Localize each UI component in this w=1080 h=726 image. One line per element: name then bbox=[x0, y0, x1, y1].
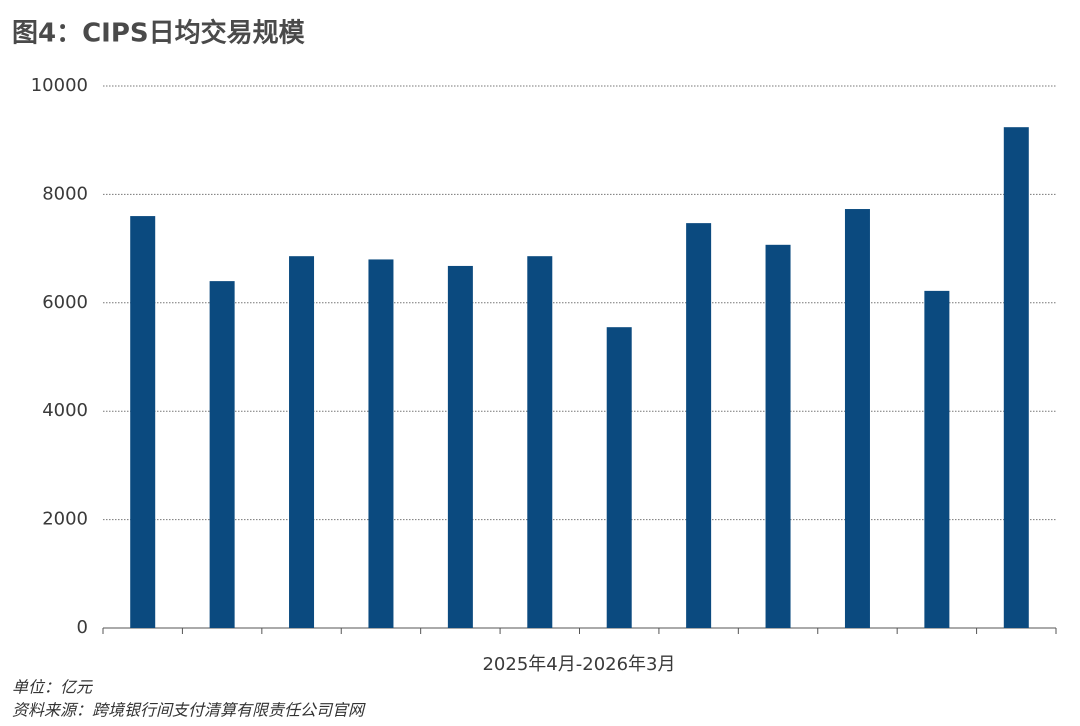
y-tick-label: 4000 bbox=[42, 400, 88, 421]
y-tick-label: 10000 bbox=[31, 75, 88, 96]
bar bbox=[130, 216, 156, 628]
bar bbox=[844, 209, 870, 628]
unit-note: 单位：亿元 bbox=[12, 678, 94, 697]
bar bbox=[606, 327, 632, 628]
bar bbox=[289, 256, 315, 628]
y-tick-label: 6000 bbox=[42, 292, 88, 313]
bar bbox=[924, 290, 950, 628]
bar bbox=[447, 265, 473, 628]
bar bbox=[765, 244, 791, 628]
x-axis-label: 2025年4月-2026年3月 bbox=[482, 654, 675, 675]
source-note: 资料来源：跨境银行间支付清算有限责任公司官网 bbox=[12, 701, 366, 720]
y-tick-label: 2000 bbox=[42, 509, 88, 530]
y-tick-label: 0 bbox=[77, 617, 88, 638]
bar bbox=[1003, 127, 1029, 628]
bar bbox=[686, 223, 712, 628]
bar bbox=[209, 281, 235, 628]
bar bbox=[368, 259, 394, 628]
y-tick-label: 8000 bbox=[42, 183, 88, 204]
chart-title: 图4：CIPS日均交易规模 bbox=[12, 18, 306, 49]
bar bbox=[527, 256, 553, 628]
